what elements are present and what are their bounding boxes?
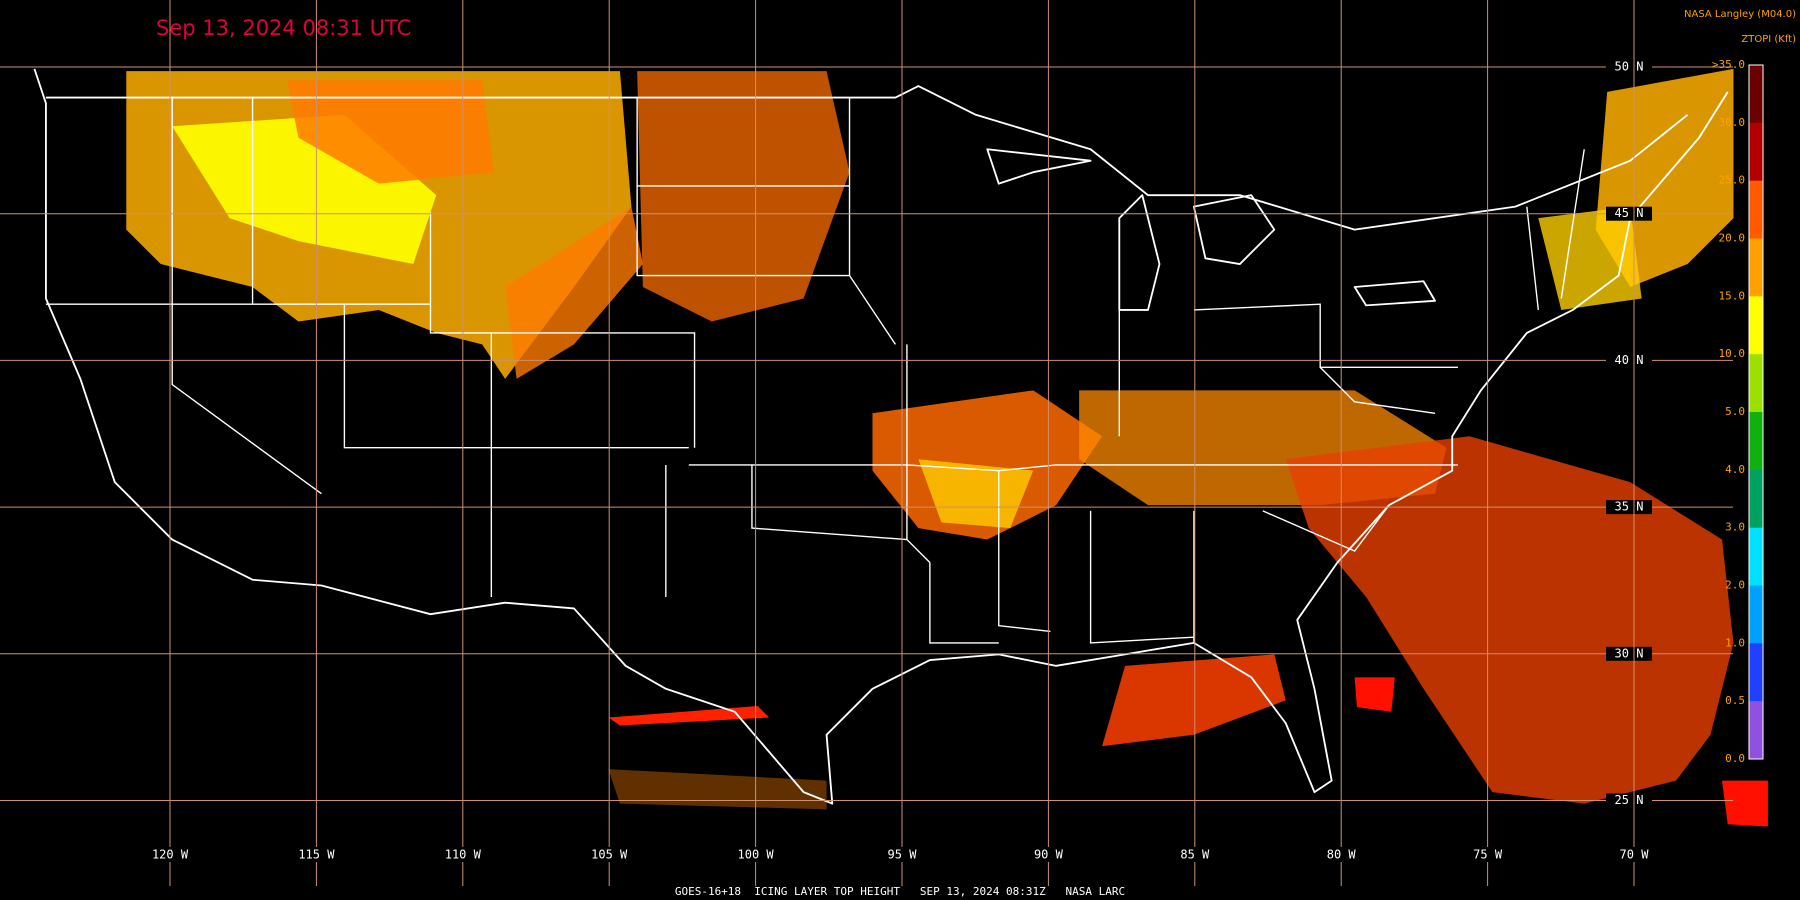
color-bar-segment — [1749, 643, 1763, 702]
color-bar-segment — [1749, 180, 1763, 239]
icing-field — [126, 68, 1768, 827]
color-bar-label: 0.0 — [1725, 752, 1745, 765]
label-bg — [148, 847, 192, 862]
color-bar-frame — [1748, 64, 1764, 760]
longitude-label: 100 W — [738, 848, 775, 862]
color-bar-label: >35.0 — [1712, 58, 1745, 71]
label-bg — [1612, 847, 1656, 862]
color-bar-label: 5.0 — [1725, 405, 1745, 418]
color-bar-segment — [1749, 585, 1763, 644]
color-bar: >35.0 30.0 25.0 20.0 15.0 10.0 5.0 4.0 3.0 2.0 1.0… — [1712, 58, 1764, 765]
label-bg — [1606, 353, 1652, 368]
latitude-label: 45 N — [1615, 206, 1644, 220]
product-label: ZTOPI (Kft) — [1741, 34, 1796, 45]
label-bg — [1606, 646, 1652, 661]
graticule: 50 N 45 N 40 N 35 N 30 N 25 N 120 W 115 W 110 W 1… — [0, 0, 1733, 886]
color-bar-label: 2.0 — [1725, 579, 1745, 592]
label-bg — [880, 847, 924, 862]
longitude-label: 85 W — [1180, 848, 1210, 862]
color-bar-segment — [1749, 469, 1763, 529]
color-bar-segment — [1749, 122, 1763, 182]
label-bg — [1606, 793, 1652, 808]
color-bar-label: 0.5 — [1725, 694, 1745, 707]
color-bar-segment — [1749, 412, 1763, 471]
label-bg — [1172, 847, 1217, 862]
label-bg — [1606, 206, 1652, 221]
latitude-label: 50 N — [1615, 60, 1644, 74]
label-bg — [1606, 500, 1652, 515]
longitude-label: 110 W — [445, 848, 482, 862]
label-bg — [440, 847, 485, 862]
color-bar-label: 20.0 — [1719, 232, 1746, 245]
label-bg — [1606, 60, 1652, 74]
label-bg — [1465, 847, 1510, 862]
label-bg — [294, 847, 339, 862]
latitude-label: 35 N — [1615, 500, 1644, 514]
color-bar-segment — [1749, 354, 1763, 413]
label-bg — [1319, 847, 1364, 862]
longitude-label: 80 W — [1327, 848, 1357, 862]
color-bar-segment — [1749, 296, 1763, 355]
timestamp: Sep 13, 2024 08:31 UTC — [156, 16, 411, 40]
color-bar-segment — [1749, 527, 1763, 586]
latitude-label: 30 N — [1615, 646, 1644, 660]
color-bar-segment — [1749, 238, 1763, 297]
label-bg — [1026, 847, 1071, 862]
latitude-label: 40 N — [1615, 353, 1644, 367]
color-bar-label: 3.0 — [1725, 521, 1745, 534]
longitude-label: 75 W — [1473, 848, 1503, 862]
longitude-label: 95 W — [888, 848, 918, 862]
longitude-label: 90 W — [1034, 848, 1064, 862]
color-bar-label: 4.0 — [1725, 463, 1745, 476]
color-bar-label: 10.0 — [1719, 347, 1746, 360]
latitude-label: 25 N — [1615, 793, 1644, 807]
boundaries — [33, 68, 1729, 805]
label-bg — [733, 847, 778, 862]
color-bar-segment — [1749, 701, 1763, 760]
color-bar-segment — [1749, 65, 1763, 124]
footer: GOES-16+18 ICING LAYER TOP HEIGHT SEP 13… — [675, 885, 1125, 898]
longitude-label: 105 W — [591, 848, 628, 862]
credit: NASA Langley (M04.0) — [1684, 9, 1796, 20]
longitude-label: 115 W — [298, 848, 335, 862]
color-bar-label: 1.0 — [1725, 636, 1745, 649]
color-bar-label: 30.0 — [1719, 116, 1746, 129]
color-bar-label: 15.0 — [1719, 289, 1746, 302]
longitude-label: 70 W — [1620, 848, 1650, 862]
longitude-label: 120 W — [152, 848, 189, 862]
color-bar-label: 25.0 — [1719, 174, 1746, 187]
label-bg — [587, 847, 632, 862]
